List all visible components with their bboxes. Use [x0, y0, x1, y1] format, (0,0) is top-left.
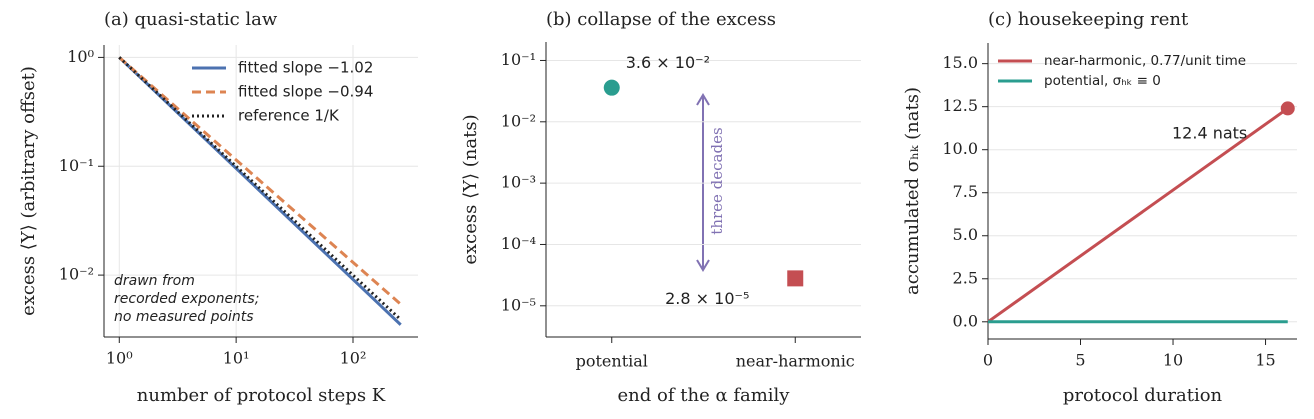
y-axis-label: excess ⟨Y⟩ (arbitrary offset): [18, 66, 39, 316]
arrow-heads: [696, 93, 710, 272]
legend-label: fitted slope −1.02: [238, 59, 373, 77]
y-tick-label: 10⁰: [67, 47, 94, 66]
y-tick-label: 10⁻⁵: [501, 295, 536, 314]
x-tick-label: 10⁰: [106, 349, 133, 368]
line: [118, 56, 402, 321]
annotation: drawn from: [114, 273, 195, 289]
y-tick-label: 7.5: [953, 182, 978, 201]
y-tick-label: 10⁻¹: [59, 156, 94, 175]
y-tick-label: 15.0: [942, 53, 978, 72]
x-tick-label: potential: [576, 352, 648, 371]
y-tick-label: 2.5: [953, 268, 978, 287]
x-tick-label: 0: [983, 351, 993, 370]
y-tick-label: 0.0: [953, 311, 978, 330]
panel-title: (b) collapse of the excess: [546, 9, 776, 30]
y-tick-label: 10⁻⁴: [501, 234, 536, 253]
x-tick-label: 10²: [340, 349, 367, 368]
x-axis-label: protocol duration: [1063, 385, 1223, 406]
legend-label: reference 1/K: [238, 107, 340, 125]
x-tick-label: 10¹: [223, 349, 250, 368]
x-tick-label: 15: [1255, 351, 1275, 370]
y-axis-label: excess ⟨Y⟩ (nats): [460, 114, 481, 264]
x-tick-label: near-harmonic: [736, 352, 855, 371]
annotation: 12.4 nats: [1172, 124, 1247, 143]
value-label: 2.8 × 10⁻⁵: [665, 289, 749, 308]
line: [118, 56, 402, 326]
panel-title: (a) quasi-static law: [104, 9, 278, 30]
y-tick-label: 10⁻³: [501, 173, 536, 192]
point: [787, 270, 804, 287]
annotation: recorded exponents;: [114, 291, 259, 307]
legend-label: fitted slope −0.94: [238, 83, 373, 101]
y-tick-label: 10⁻²: [59, 265, 94, 284]
legend-label: near-harmonic, 0.77/unit time: [1044, 53, 1246, 69]
annotation: three decades: [708, 127, 726, 234]
y-tick-label: 12.5: [942, 96, 978, 115]
line: [987, 107, 1289, 324]
annotation: no measured points: [114, 309, 254, 325]
x-axis-label: number of protocol steps K: [137, 385, 386, 406]
point: [603, 79, 620, 96]
x-axis-label: end of the α family: [618, 385, 791, 406]
line: [118, 56, 402, 306]
y-axis-label: accumulated σₕₖ (nats): [902, 87, 923, 295]
y-tick-label: 5.0: [953, 225, 978, 244]
y-tick-label: 10⁻¹: [501, 50, 536, 69]
x-tick-label: 5: [1075, 351, 1085, 370]
panel-title: (c) housekeeping rent: [988, 9, 1189, 30]
legend-label: potential, σₕₖ ≡ 0: [1044, 73, 1161, 89]
x-tick-label: 10: [1163, 351, 1183, 370]
value-label: 3.6 × 10⁻²: [626, 53, 710, 72]
y-tick-label: 10⁻²: [501, 111, 536, 130]
y-tick-label: 10.0: [942, 139, 978, 158]
point: [1280, 101, 1295, 116]
